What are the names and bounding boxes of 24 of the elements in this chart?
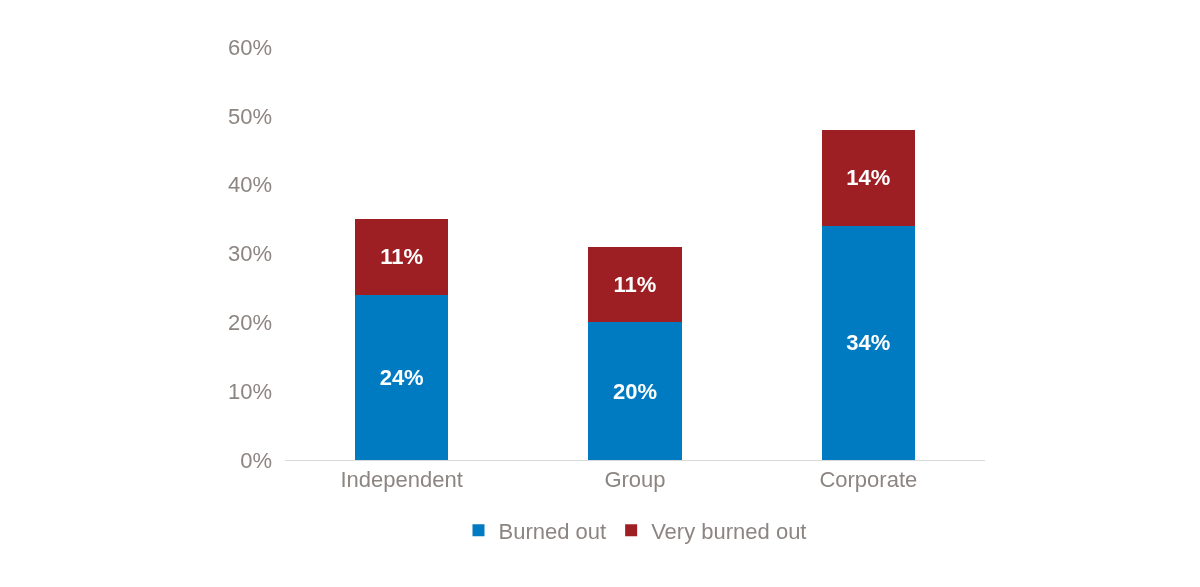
data-label: 14%	[846, 165, 891, 191]
x-tick-label: Independent	[340, 467, 463, 493]
bar	[821, 129, 915, 226]
y-tick-label: 40%	[227, 172, 272, 198]
y-tick-label: 0%	[240, 447, 272, 473]
data-label: 11%	[613, 271, 657, 297]
x-tick-label: Group	[604, 467, 666, 493]
legend-label: Very burned out	[651, 518, 807, 544]
bar	[821, 225, 915, 460]
data-label: 20%	[612, 378, 658, 404]
data-label: 34%	[846, 330, 891, 356]
y-tick-label: 60%	[227, 34, 272, 60]
bar	[355, 294, 449, 460]
bar	[588, 322, 682, 460]
y-tick-label: 20%	[227, 310, 272, 336]
y-tick-label: 30%	[227, 241, 272, 267]
y-tick-label: 10%	[227, 378, 272, 404]
legend-label: Burned out	[498, 518, 607, 544]
data-label: 11%	[380, 244, 424, 270]
x-tick-label: Corporate	[819, 467, 918, 493]
y-tick-label: 50%	[227, 103, 272, 129]
bar	[588, 246, 682, 323]
data-label: 24%	[379, 364, 424, 390]
bar	[355, 219, 449, 295]
